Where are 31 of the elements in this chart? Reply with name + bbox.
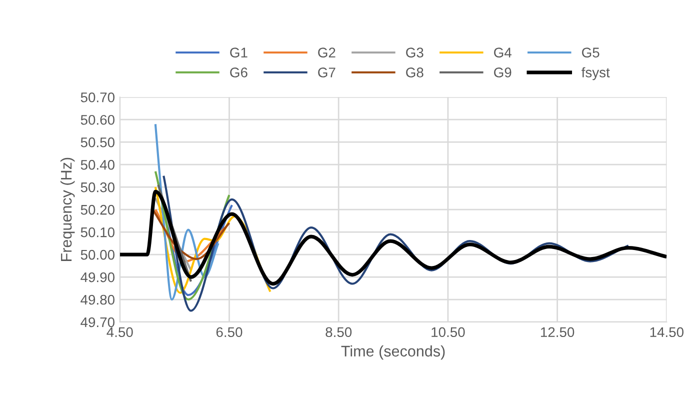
legend-label: G6 [230,68,248,78]
legend-label: G7 [318,68,336,78]
legend-label: G2 [318,48,336,58]
x-tick-label: 12.50 [540,327,574,338]
legend-label: G3 [406,48,424,58]
y-tick-label: 50.30 [80,182,114,192]
legend-label: G8 [406,68,424,78]
x-tick-label: 4.50 [106,327,133,338]
y-tick-label: 50.10 [80,227,114,238]
y-tick-label: 50.40 [80,160,114,170]
y-tick-label: 50.20 [80,204,114,215]
y-tick-label: 49.80 [80,294,114,305]
legend-label: fsyst [582,67,610,80]
y-tick-label: 49.70 [80,317,114,328]
y-tick-label: 50.00 [80,250,114,260]
x-tick-label: 8.50 [326,327,352,338]
x-tick-label: 14.50 [650,327,684,338]
y-tick-label: 50.60 [80,114,114,125]
y-axis-title: Frequency (Hz) [60,158,75,261]
x-tick-label: 10.50 [432,327,465,338]
line-series [120,190,667,286]
legend-label: G9 [494,68,512,78]
legend-label: G4 [494,48,512,58]
legend-label: G1 [230,48,248,58]
line-series [154,123,220,301]
y-tick-label: 50.70 [80,92,114,102]
x-axis-title: Time (seconds) [341,345,445,360]
x-tick-label: 6.50 [216,327,242,338]
legend-label: G5 [582,48,600,58]
y-tick-label: 50.50 [80,137,114,148]
y-tick-label: 49.90 [80,272,114,282]
